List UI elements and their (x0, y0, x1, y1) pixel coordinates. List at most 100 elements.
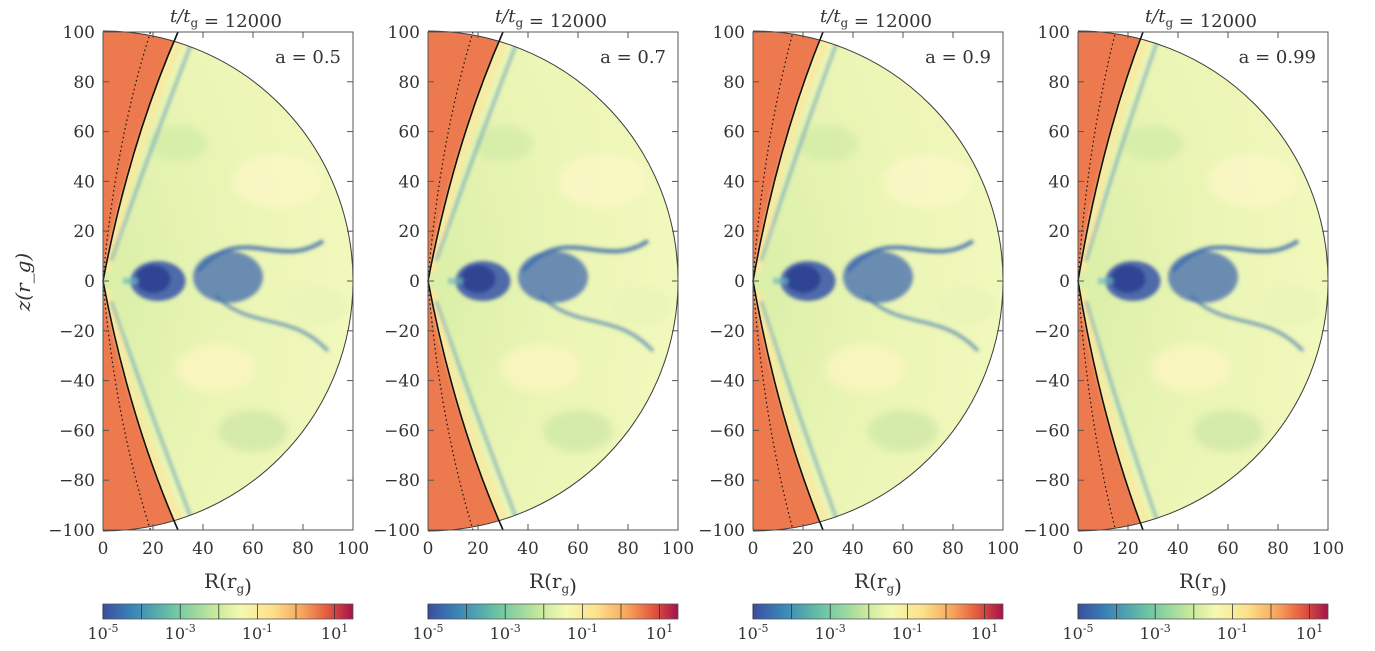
y-tick-label: 20 (1048, 222, 1070, 242)
y-tick-label: 20 (73, 222, 95, 242)
y-tick-label: −60 (709, 421, 745, 441)
colorbar-tick-label: 10-1 (242, 622, 273, 643)
y-tick-label: 60 (398, 123, 420, 143)
jet-boundary-lower (1077, 280, 1144, 531)
x-tick-label: 40 (1167, 539, 1189, 559)
spin-annotation: a = 0.7 (600, 47, 666, 68)
y-tick-label: 80 (1048, 73, 1070, 93)
x-tick-label: 20 (142, 539, 164, 559)
colorbar (102, 603, 354, 620)
x-tick-label: 20 (467, 539, 489, 559)
x-axis-label: R(rg) (204, 569, 252, 598)
y-tick-label: −100 (1023, 521, 1070, 541)
colorbar-tick-label: 10-5 (1062, 622, 1093, 643)
jet-boundary-upper (102, 31, 179, 282)
y-tick-label: 20 (398, 222, 420, 242)
y-tick-label: 100 (63, 23, 95, 43)
jet-boundary-upper (1077, 31, 1144, 282)
colorbar (752, 603, 1004, 620)
disk-structures (123, 239, 330, 353)
x-axis-label: R(rg) (854, 569, 902, 598)
colorbar-tick-label: 10-1 (1217, 622, 1248, 643)
spin-annotation: a = 0.9 (925, 47, 991, 68)
colorbar-tick-label: 10-3 (1140, 622, 1171, 643)
disk-structures (1098, 239, 1305, 353)
colorbar-tick-label: 10-3 (165, 622, 196, 643)
dotted-boundary-upper (752, 31, 794, 282)
colorbar-tick-label: 10-1 (892, 622, 923, 643)
y-tick-label: 40 (1048, 172, 1070, 192)
colorbar-tick-label: 101 (1296, 622, 1323, 643)
colorbar (1077, 603, 1329, 620)
x-tick-label: 0 (1073, 539, 1084, 559)
x-tick-label: 60 (242, 539, 264, 559)
y-tick-label: 40 (398, 172, 420, 192)
x-tick-label: 40 (517, 539, 539, 559)
colorbar-tick-label: 10-5 (412, 622, 443, 643)
x-tick-label: 40 (192, 539, 214, 559)
disk-structures (448, 239, 655, 353)
disk-structures (773, 239, 980, 353)
turbulence-patches (1123, 125, 1321, 452)
turbulence-patches (798, 125, 996, 452)
jet-sheath (103, 31, 194, 531)
colorbar (427, 603, 679, 620)
y-tick-label: 80 (723, 73, 745, 93)
colorbar-tick-label: 101 (971, 622, 998, 643)
dotted-boundary-lower (752, 280, 794, 531)
x-tick-label: 60 (567, 539, 589, 559)
y-tick-label: −40 (709, 372, 745, 392)
y-tick-label: 20 (723, 222, 745, 242)
jet-boundary-lower (752, 280, 824, 531)
jet-boundary-upper (752, 31, 824, 282)
y-tick-label: 40 (73, 172, 95, 192)
x-tick-label: 100 (337, 539, 369, 559)
x-tick-label: 40 (842, 539, 864, 559)
colorbar-tick-label: 101 (321, 622, 348, 643)
y-tick-label: 80 (398, 73, 420, 93)
dotted-boundary-upper (1077, 31, 1117, 282)
x-tick-label: 0 (98, 539, 109, 559)
y-tick-label: 100 (388, 23, 420, 43)
panel-3: 0 20 40 60 80 100 100 80 60 40 20 0 −20 −40 −60 −80 −100… (698, 6, 1019, 643)
x-tick-label: 60 (1217, 539, 1239, 559)
y-tick-label: 0 (734, 272, 745, 292)
x-tick-label: 0 (748, 539, 759, 559)
y-tick-label: 0 (409, 272, 420, 292)
jet-boundary-upper (427, 31, 504, 282)
colorbar-tick-label: 10-5 (87, 622, 118, 643)
y-tick-label: 100 (713, 23, 745, 43)
x-tick-label: 80 (617, 539, 639, 559)
x-tick-label: 0 (423, 539, 434, 559)
y-tick-label: −20 (59, 322, 95, 342)
y-tick-label: −60 (1034, 421, 1070, 441)
spin-annotation: a = 0.5 (275, 47, 341, 68)
y-tick-label: −20 (709, 322, 745, 342)
panel-title: t/tg = 12000 (170, 6, 282, 32)
turbulence-patches (148, 125, 346, 452)
x-tick-label: 100 (1312, 539, 1344, 559)
panel-4: 0 20 40 60 80 100 100 80 60 40 20 0 −20 −40 −60 −80 −100… (1023, 6, 1344, 643)
jet-lower (753, 281, 823, 530)
x-tick-label: 20 (792, 539, 814, 559)
jet-upper (1078, 32, 1143, 281)
y-tick-label: 60 (73, 123, 95, 143)
x-tick-label: 80 (292, 539, 314, 559)
jet-lower (103, 281, 178, 530)
y-tick-label: 100 (1038, 23, 1070, 43)
colorbar-tick-label: 10-1 (567, 622, 598, 643)
y-tick-label: −60 (384, 421, 420, 441)
x-tick-label: 20 (1117, 539, 1139, 559)
colorbar-tick-label: 10-3 (815, 622, 846, 643)
x-tick-label: 80 (1267, 539, 1289, 559)
jet-sheath (1078, 31, 1159, 531)
x-axis-label: R(rg) (529, 569, 577, 598)
x-tick-label: 100 (987, 539, 1019, 559)
jet-sheath (428, 31, 519, 531)
jet-boundary-lower (102, 280, 179, 531)
panel-1: 0 20 40 60 80 100 100 80 60 40 20 0 −20 −40 −60 −80 −100… (48, 6, 369, 643)
jet-upper (428, 32, 503, 281)
panel-title: t/tg = 12000 (820, 6, 932, 32)
jet-lower (428, 281, 503, 530)
